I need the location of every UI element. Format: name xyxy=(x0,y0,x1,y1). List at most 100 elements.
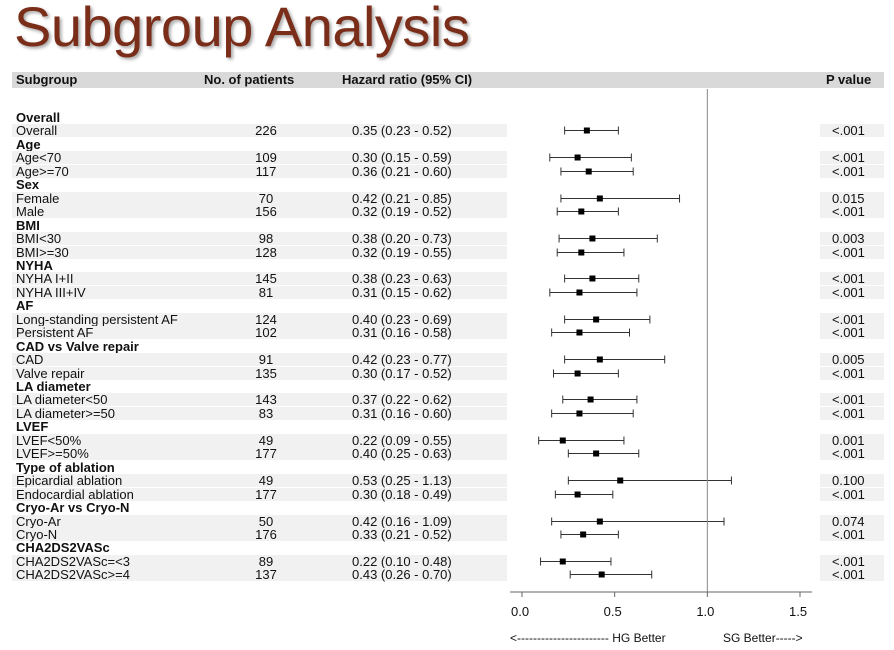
hr-point xyxy=(580,531,587,538)
row-hazard-ratio: 0.31 (0.16 - 0.58) xyxy=(352,325,452,340)
row-p-value: 0.001 xyxy=(832,433,865,448)
row-stripe xyxy=(820,528,884,541)
row-label: Persistent AF xyxy=(16,325,94,340)
row-p-value: <.001 xyxy=(832,487,865,502)
hr-point xyxy=(576,289,583,296)
hr-point xyxy=(574,370,581,377)
row-hazard-ratio: 0.38 (0.23 - 0.63) xyxy=(352,271,452,286)
row-label: Long-standing persistent AF xyxy=(16,312,178,327)
row-p-value: 0.100 xyxy=(832,473,865,488)
row-p-value: <.001 xyxy=(832,204,865,219)
row-p-value: <.001 xyxy=(832,406,865,421)
row-patients: 143 xyxy=(255,392,277,407)
row-p-value: <.001 xyxy=(832,164,865,179)
group-heading: CAD vs Valve repair xyxy=(16,339,139,354)
row-hazard-ratio: 0.36 (0.21 - 0.60) xyxy=(352,164,452,179)
hr-point xyxy=(559,558,566,565)
row-stripe xyxy=(820,272,884,285)
row-label: Age<70 xyxy=(16,150,62,165)
row-stripe xyxy=(820,568,884,581)
row-hazard-ratio: 0.37 (0.22 - 0.62) xyxy=(352,392,452,407)
row-p-value: <.001 xyxy=(832,123,865,138)
group-heading: AF xyxy=(16,298,34,313)
row-stripe xyxy=(820,151,884,164)
row-stripe xyxy=(12,124,507,137)
row-stripe xyxy=(820,326,884,339)
row-label: Cryo-Ar xyxy=(16,514,61,529)
x-tick-label: 0.5 xyxy=(603,604,622,619)
row-p-value: 0.003 xyxy=(832,231,865,246)
row-stripe xyxy=(820,367,884,380)
row-label: Cryo-N xyxy=(16,527,58,542)
hr-point xyxy=(576,329,583,336)
sg-better-note: SG Better-----> xyxy=(723,631,803,645)
row-stripe xyxy=(12,353,507,366)
row-p-value: 0.005 xyxy=(832,352,865,367)
row-stripe xyxy=(820,393,884,406)
row-label: LA diameter<50 xyxy=(16,392,108,407)
hr-point xyxy=(617,477,624,484)
row-label: Endocardial ablation xyxy=(16,487,134,502)
row-patients: 91 xyxy=(258,352,274,367)
row-patients: 49 xyxy=(258,473,274,488)
hr-point xyxy=(583,127,590,134)
row-stripe xyxy=(820,232,884,245)
row-label: Epicardial ablation xyxy=(16,473,123,488)
hr-point xyxy=(576,410,583,417)
row-hazard-ratio: 0.31 (0.16 - 0.60) xyxy=(352,406,452,421)
row-p-value: <.001 xyxy=(832,366,865,381)
row-p-value: <.001 xyxy=(832,245,865,260)
page-title: Subgroup Analysis xyxy=(14,0,470,58)
row-p-value: <.001 xyxy=(832,325,865,340)
row-hazard-ratio: 0.33 (0.21 - 0.52) xyxy=(352,527,452,542)
row-label: Overall xyxy=(16,123,58,138)
hr-point xyxy=(574,154,581,161)
row-patients: 102 xyxy=(255,325,277,340)
row-p-value: <.001 xyxy=(832,285,865,300)
row-stripe xyxy=(820,555,884,568)
row-hazard-ratio: 0.53 (0.25 - 1.13) xyxy=(352,473,452,488)
row-hazard-ratio: 0.35 (0.23 - 0.52) xyxy=(352,123,452,138)
hr-point xyxy=(596,195,603,202)
row-hazard-ratio: 0.42 (0.21 - 0.85) xyxy=(352,191,452,206)
header-subgroup: Subgroup xyxy=(16,72,78,87)
group-heading: Cryo-Ar vs Cryo-N xyxy=(16,500,130,515)
row-hazard-ratio: 0.40 (0.25 - 0.63) xyxy=(352,446,452,461)
row-hazard-ratio: 0.30 (0.15 - 0.59) xyxy=(352,150,452,165)
row-stripe xyxy=(12,205,507,218)
row-p-value: <.001 xyxy=(832,312,865,327)
group-heading: Type of ablation xyxy=(16,460,115,475)
row-stripe xyxy=(12,555,507,568)
row-stripe xyxy=(12,515,507,528)
hr-point xyxy=(587,396,594,403)
hr-point xyxy=(578,208,585,215)
row-label: Female xyxy=(16,191,60,206)
row-hazard-ratio: 0.38 (0.20 - 0.73) xyxy=(352,231,452,246)
row-hazard-ratio: 0.42 (0.23 - 0.77) xyxy=(352,352,452,367)
row-stripe xyxy=(12,232,507,245)
row-stripe xyxy=(12,326,507,339)
row-p-value: 0.074 xyxy=(832,514,865,529)
group-heading: LVEF xyxy=(16,419,49,434)
row-hazard-ratio: 0.32 (0.19 - 0.55) xyxy=(352,245,452,260)
row-stripe xyxy=(12,192,507,205)
row-patients: 176 xyxy=(255,527,277,542)
row-patients: 70 xyxy=(258,191,274,206)
row-p-value: <.001 xyxy=(832,567,865,582)
row-label: NYHA III+IV xyxy=(16,285,86,300)
row-stripe xyxy=(820,286,884,299)
row-patients: 177 xyxy=(255,446,277,461)
group-heading: LA diameter xyxy=(16,379,91,394)
row-label: Male xyxy=(16,204,45,219)
row-label: BMI>=30 xyxy=(16,245,69,260)
group-heading: Age xyxy=(16,137,41,152)
row-stripe xyxy=(820,192,884,205)
row-stripe xyxy=(820,515,884,528)
row-stripe xyxy=(12,393,507,406)
row-label: CHA2DS2VASc>=4 xyxy=(16,567,130,582)
row-patients: 109 xyxy=(255,150,277,165)
row-stripe xyxy=(820,124,884,137)
row-label: LVEF<50% xyxy=(16,433,82,448)
row-stripe xyxy=(12,246,507,259)
